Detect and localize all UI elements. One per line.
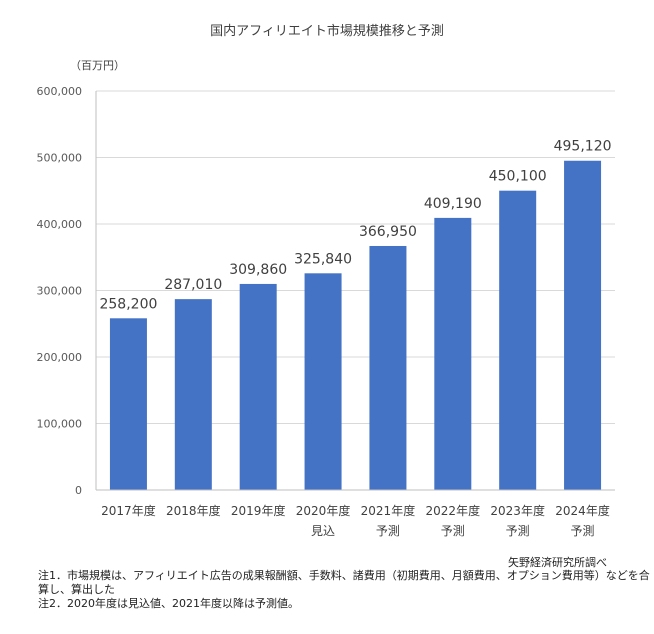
footnotes: 注1．市場規模は、アフィリエイト広告の成果報酬額、手数料、諸費用（初期費用、月額…	[38, 569, 650, 611]
y-tick-label: 400,000	[37, 218, 83, 231]
bar	[369, 245, 407, 490]
data-labels: 258,200 287,010 309,860 325,840 366,950 409,1…	[99, 139, 611, 313]
x-tick-label: 2020年度	[296, 503, 351, 518]
data-label: 309,860	[229, 262, 287, 278]
footnote-2: 注2．2020年度は見込値、2021年度以降は予測値。	[38, 597, 299, 610]
y-tick-label: 300,000	[37, 285, 83, 298]
x-tick-label: 2021年度	[361, 503, 416, 518]
x-tick-sublabel: 見込	[311, 524, 335, 538]
bar	[174, 299, 212, 490]
x-tick-label: 2023年度	[490, 503, 545, 518]
y-tick-label: 500,000	[37, 152, 83, 165]
data-label: 325,840	[294, 251, 352, 267]
x-tick-label: 2019年度	[231, 503, 286, 518]
data-label: 409,190	[424, 196, 482, 212]
x-tick-label: 2018年度	[166, 503, 221, 518]
bar	[564, 160, 602, 491]
y-axis-ticks: 0 100,000 200,000 300,000 400,000 500,000 600,…	[37, 85, 83, 497]
gridlines	[96, 90, 615, 424]
y-tick-label: 0	[75, 484, 82, 497]
bar	[434, 217, 472, 490]
bar	[109, 318, 147, 490]
bar	[239, 283, 277, 490]
data-label: 495,120	[554, 139, 612, 155]
footnote-1-cont: 算し、算出した	[38, 583, 115, 596]
x-axis-labels: 2017年度 2018年度 2019年度 2020年度見込2021年度予測2022年度…	[101, 503, 610, 538]
x-tick-label: 2017年度	[101, 503, 156, 518]
x-tick-sublabel: 予測	[571, 524, 595, 538]
y-axis-unit-label: （百万円）	[70, 59, 125, 72]
data-label: 258,200	[99, 296, 157, 312]
data-label: 287,010	[164, 277, 222, 293]
y-tick-label: 600,000	[37, 85, 83, 98]
bars	[109, 160, 602, 491]
footnote-1: 注1．市場規模は、アフィリエイト広告の成果報酬額、手数料、諸費用（初期費用、月額…	[38, 569, 650, 582]
x-tick-label: 2024年度	[555, 503, 610, 518]
bar	[304, 273, 342, 490]
source-credit: 矢野経済研究所調べ	[508, 556, 607, 569]
x-tick-sublabel: 予測	[506, 524, 530, 538]
x-tick-sublabel: 予測	[376, 524, 400, 538]
chart-title: 国内アフィリエイト市場規模推移と予測	[210, 24, 444, 39]
x-tick-label: 2022年度	[426, 503, 481, 518]
data-label: 366,950	[359, 224, 417, 240]
x-tick-sublabel: 予測	[441, 524, 465, 538]
bar	[499, 190, 537, 490]
data-label: 450,100	[489, 169, 547, 185]
y-tick-label: 200,000	[37, 351, 83, 364]
y-tick-label: 100,000	[37, 418, 83, 431]
